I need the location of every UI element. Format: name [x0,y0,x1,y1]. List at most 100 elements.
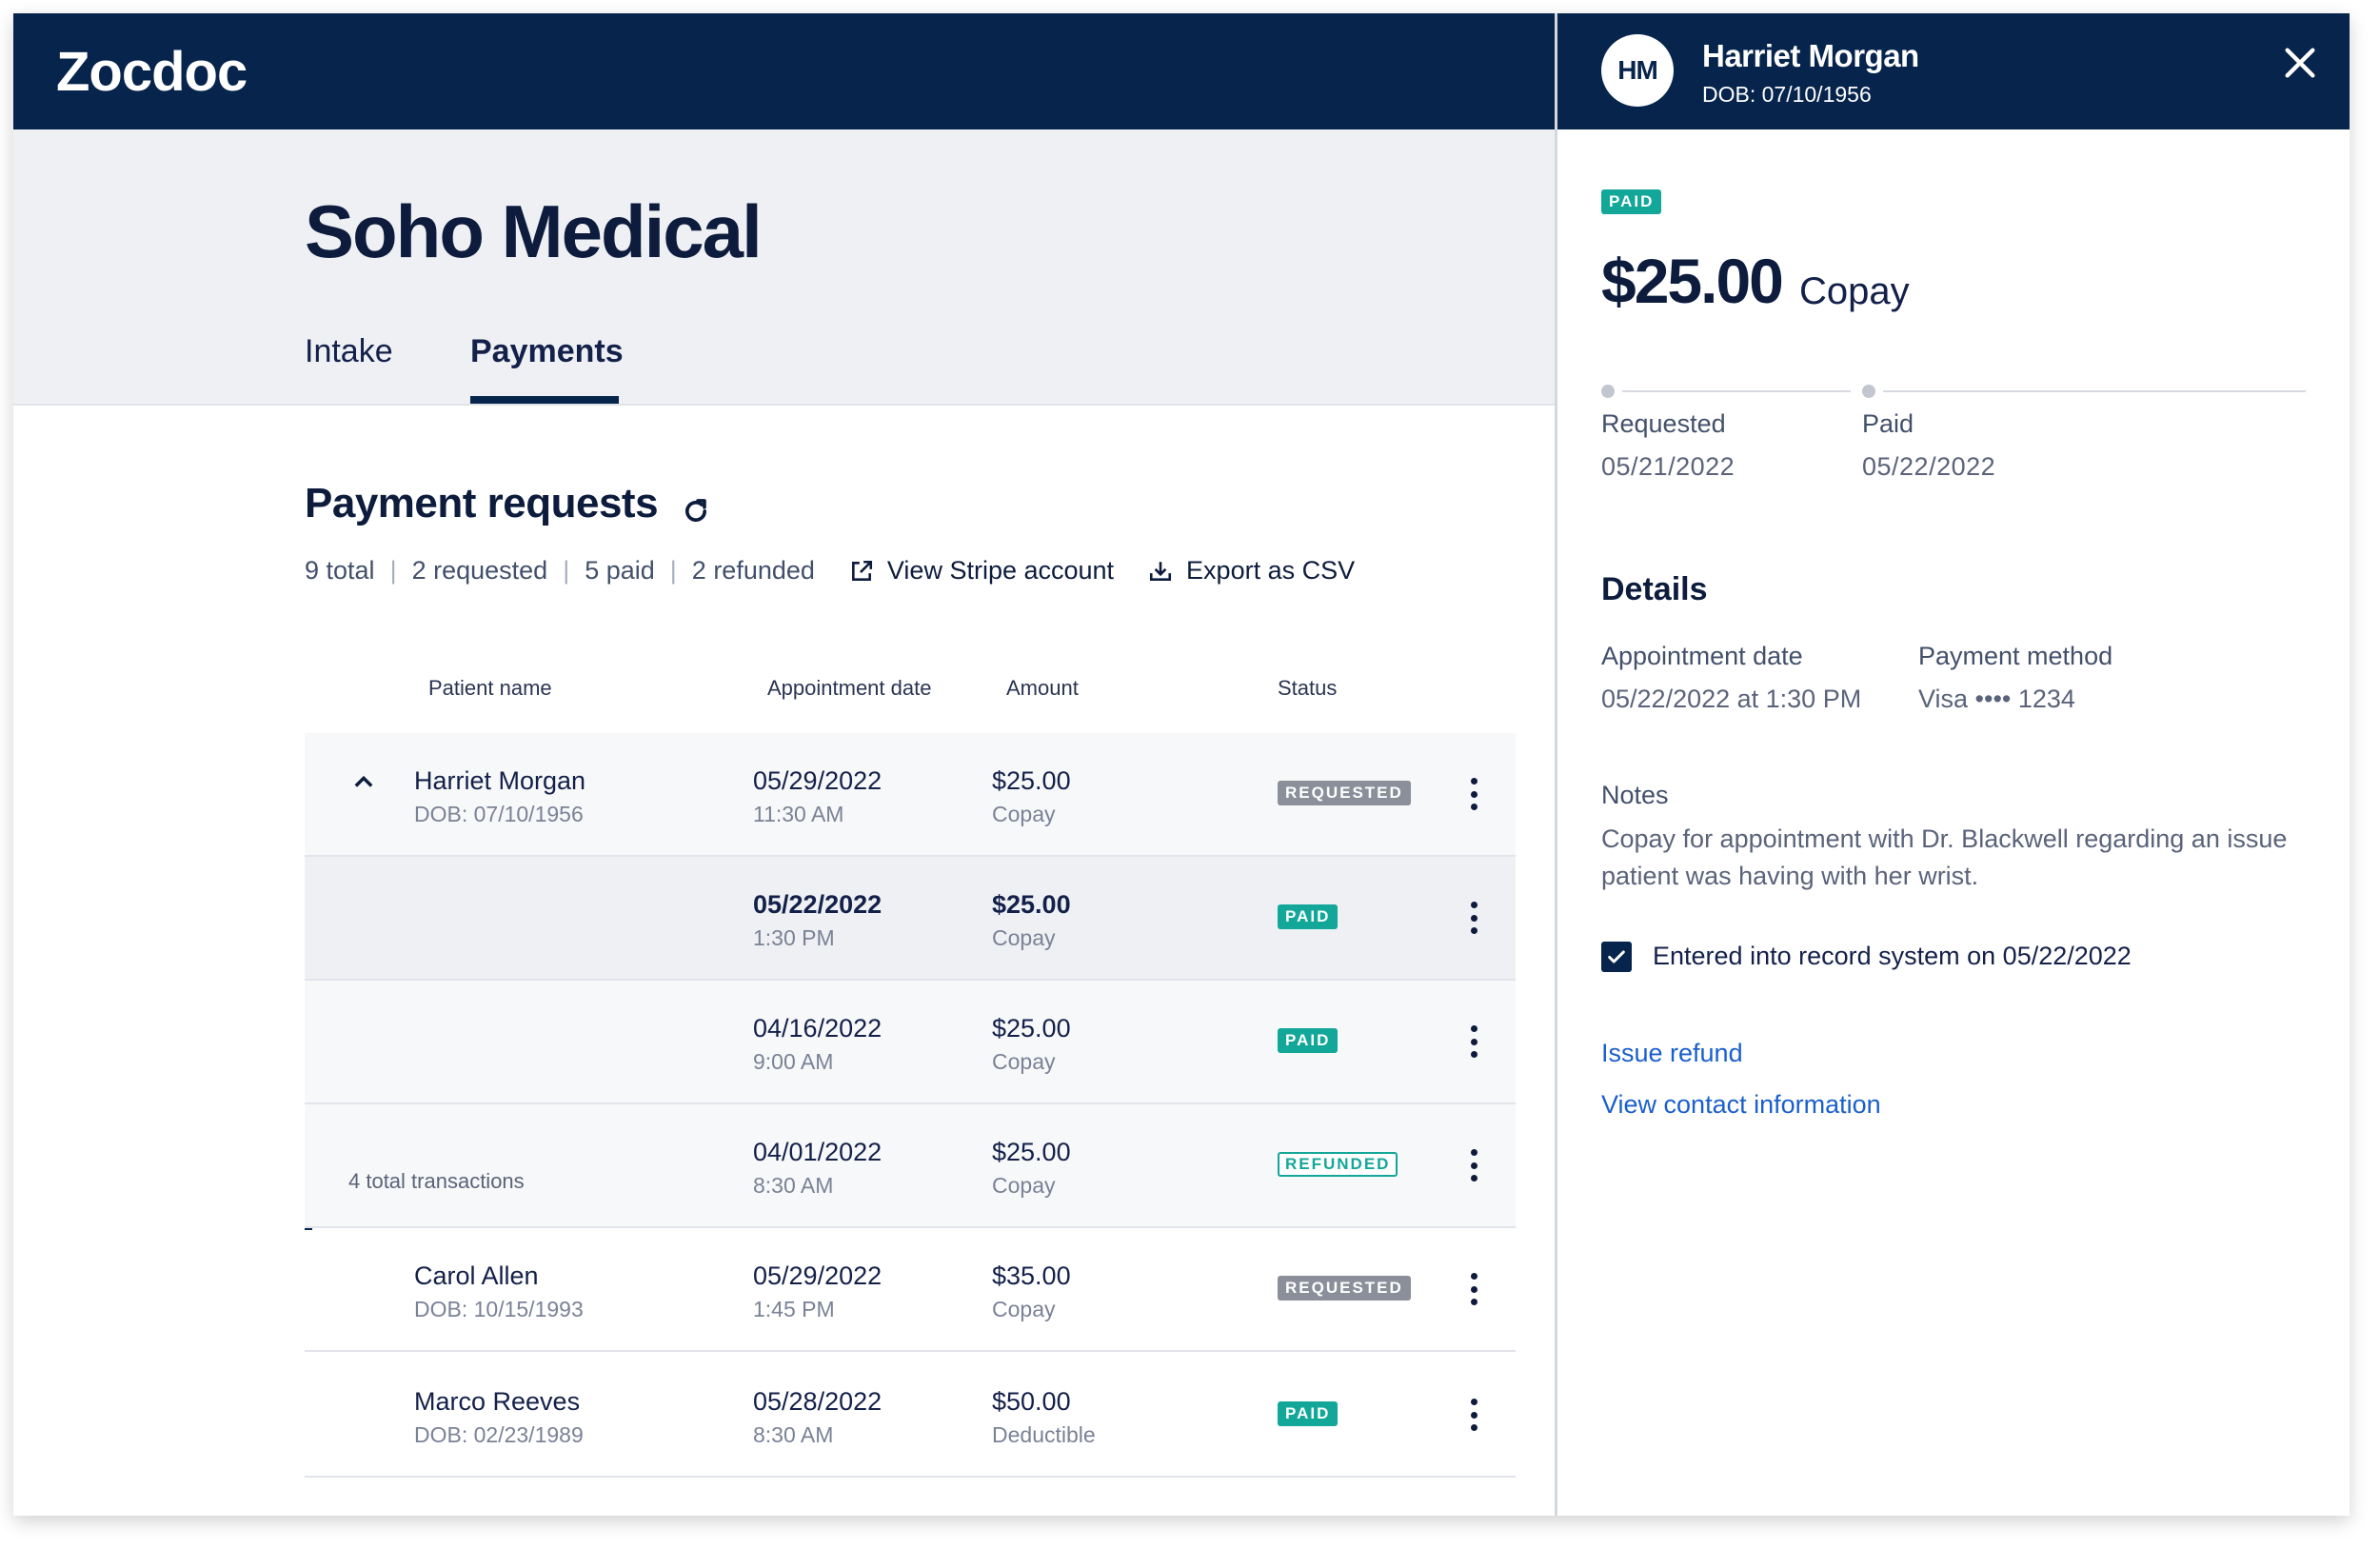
close-icon[interactable] [2281,44,2319,82]
timeline-line [1883,390,2306,392]
amount-value: $25.00 [992,890,1071,919]
appointment-date: 05/29/2022 [753,766,883,795]
divider: | [389,556,397,585]
timeline-label-requested: Requested [1601,409,1726,438]
more-options-icon[interactable] [1464,775,1483,813]
amount-cell: $25.00 Copay [992,1135,1071,1201]
column-header-patient-name[interactable]: Patient name [428,676,552,700]
date-cell: 04/01/2022 8:30 AM [753,1135,882,1201]
summary-requested: 2 requested [411,556,548,585]
patient-name: Harriet Morgan [414,766,586,795]
table-row[interactable]: 4 total transactions 04/01/2022 8:30 AM … [305,1104,1516,1228]
appointment-date: 04/01/2022 [753,1138,883,1166]
details-heading: Details [1601,571,1708,607]
amount-value: $25.00 [992,1014,1071,1043]
main-app: Zocdoc Soho Medical Intake Payments Paym… [13,13,1555,1516]
status-badge: PAID [1278,1401,1339,1426]
status-badge: PAID [1278,904,1339,929]
amount-cell: $35.00 Copay [992,1259,1071,1325]
divider: | [669,556,677,585]
notes-text: Copay for appointment with Dr. Blackwell… [1601,824,2288,890]
appointment-time: 8:30 AM [753,1422,834,1447]
tab-payments[interactable]: Payments [470,333,624,369]
payment-method-value: Visa •••• 1234 [1918,685,2075,713]
table-row[interactable]: Harriet Morgan DOB: 07/10/1956 05/29/202… [305,733,1516,857]
payment-type: Copay [1799,270,1910,312]
avatar: HM [1601,34,1674,107]
status-badge: REFUNDED [1278,1152,1398,1177]
appointment-date-label: Appointment date [1601,642,1803,670]
refresh-icon[interactable] [680,495,712,527]
amount-cell: $25.00 Copay [992,764,1071,830]
more-options-icon[interactable] [1464,899,1483,937]
table-row[interactable]: 05/22/2022 1:30 PM $25.00 Copay PAID [305,857,1516,981]
amount-type: Copay [992,1173,1056,1198]
drawer-patient-name: Harriet Morgan [1702,38,1919,73]
column-header-appointment-date[interactable]: Appointment date [767,676,932,700]
amount-type: Deductible [992,1422,1096,1447]
date-cell: 05/28/2022 8:30 AM [753,1384,882,1451]
amount-value: $35.00 [992,1261,1071,1290]
zocdoc-logo[interactable]: Zocdoc [56,41,248,103]
export-csv-label: Export as CSV [1186,556,1356,585]
patient-dob: DOB: 07/10/1956 [414,802,584,826]
appointment-time: 1:30 PM [753,925,835,950]
view-stripe-account-link[interactable]: View Stripe account [849,556,1114,586]
table-row[interactable]: Carol Allen DOB: 10/15/1993 05/29/2022 1… [305,1228,1516,1352]
more-options-icon[interactable] [1464,1396,1483,1434]
patient-cell: Carol Allen DOB: 10/15/1993 [414,1259,584,1325]
more-options-icon[interactable] [1464,1023,1483,1061]
section-title: Payment requests [305,480,659,526]
patient-dob: DOB: 02/23/1989 [414,1422,584,1447]
patient-name: Marco Reeves [414,1387,581,1416]
payment-amount: $25.00 [1601,246,1784,316]
amount-cell: $50.00 Deductible [992,1384,1096,1451]
tab-intake[interactable]: Intake [305,333,393,369]
view-contact-information-link[interactable]: View contact information [1601,1090,1881,1119]
summary-refunded: 2 refunded [691,556,815,585]
checkmark-icon [1608,950,1625,963]
chevron-up-icon[interactable] [350,769,377,796]
status-badge: PAID [1278,1028,1339,1053]
view-stripe-account-label: View Stripe account [886,556,1115,585]
date-cell: 05/22/2022 1:30 PM [753,887,882,954]
amount-cell: $25.00 Copay [992,1011,1071,1078]
more-options-icon[interactable] [1464,1146,1483,1184]
download-icon [1149,561,1172,581]
column-header-amount[interactable]: Amount [1006,676,1079,700]
appointment-date: 05/22/2022 [753,890,883,919]
amount-type: Copay [992,802,1056,826]
issue-refund-link[interactable]: Issue refund [1601,1039,1743,1067]
payment-detail-drawer: HM Harriet Morgan DOB: 07/10/1956 PAID $… [1555,13,2350,1516]
payment-timeline [1601,377,2306,415]
status-badge: REQUESTED [1278,781,1411,805]
notes-label: Notes [1601,781,1669,809]
record-system-label[interactable]: Entered into record system on 05/22/2022 [1653,942,2132,970]
amount-type: Copay [992,1297,1056,1321]
more-options-icon[interactable] [1464,1270,1483,1308]
appointment-time: 9:00 AM [753,1049,834,1074]
record-system-checkbox[interactable] [1601,942,1632,972]
amount-value: $25.00 [992,766,1071,795]
table-row[interactable]: 04/16/2022 9:00 AM $25.00 Copay PAID [305,981,1516,1104]
active-tab-indicator [470,396,619,404]
appointment-date: 05/28/2022 [753,1387,883,1416]
timeline-date-paid: 05/22/2022 [1862,452,1996,481]
appointment-time: 1:45 PM [753,1297,835,1321]
drawer-patient-dob: DOB: 07/10/1956 [1702,82,1872,107]
column-header-status[interactable]: Status [1278,676,1338,700]
top-nav-bar: Zocdoc [13,13,1555,129]
page-title: Soho Medical [305,189,763,273]
amount-type: Copay [992,1049,1056,1074]
patient-cell: Harriet Morgan DOB: 07/10/1956 [414,764,585,830]
appointment-date: 04/16/2022 [753,1014,883,1043]
amount-value: $50.00 [992,1387,1071,1416]
export-csv-link[interactable]: Export as CSV [1148,556,1355,586]
drawer-header: HM Harriet Morgan DOB: 07/10/1956 [1557,13,2350,129]
timeline-dot-paid [1862,385,1875,398]
date-cell: 05/29/2022 1:45 PM [753,1259,882,1325]
amount-value: $25.00 [992,1138,1071,1166]
appointment-time: 8:30 AM [753,1173,834,1198]
summary-paid: 5 paid [585,556,655,585]
table-row[interactable]: Marco Reeves DOB: 02/23/1989 05/28/2022 … [305,1354,1516,1478]
